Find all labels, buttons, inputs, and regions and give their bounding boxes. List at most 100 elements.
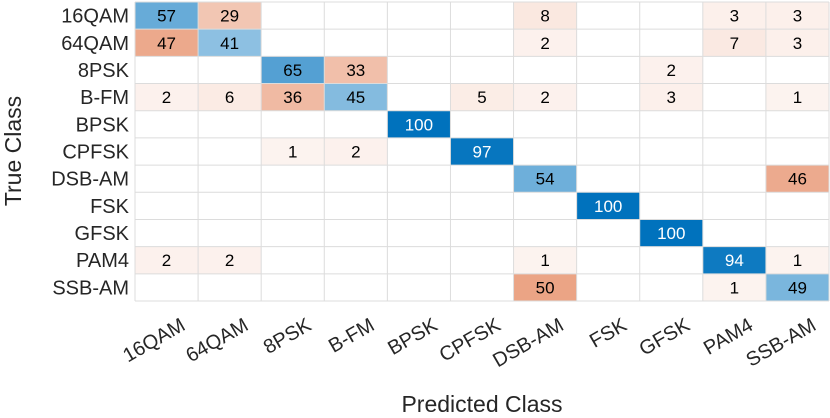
heatmap-cell <box>387 165 451 193</box>
heatmap-cell <box>639 165 703 193</box>
heatmap-cell <box>513 83 577 111</box>
heatmap-cell <box>198 2 262 30</box>
heatmap-cell <box>135 273 199 301</box>
heatmap-cell <box>576 192 640 220</box>
heatmap-cell <box>261 273 325 301</box>
heatmap-cell <box>198 246 262 274</box>
heatmap-cell <box>324 29 388 57</box>
heatmap-cell <box>513 219 577 247</box>
heatmap-cell <box>387 219 451 247</box>
heatmap-cell <box>198 56 262 84</box>
cell-value-label: 65 <box>283 61 302 80</box>
cell-value-label: 2 <box>351 143 360 162</box>
cell-value-label: 1 <box>793 88 802 107</box>
heatmap-cell <box>576 2 640 30</box>
heatmap-cell <box>324 137 388 166</box>
heatmap-cell <box>576 219 640 247</box>
heatmap-cell <box>450 137 514 166</box>
heatmap-cell <box>639 246 703 274</box>
row-tick-label: BPSK <box>76 114 130 136</box>
cell-value-label: 3 <box>730 7 739 26</box>
heatmap-cell <box>639 56 703 84</box>
heatmap-cell <box>135 246 199 274</box>
cell-value-label: 2 <box>162 251 171 270</box>
cell-value-label: 1 <box>288 143 297 162</box>
heatmap-cell <box>198 29 262 57</box>
heatmap-cell <box>450 83 514 111</box>
heatmap-cell <box>513 165 577 193</box>
cell-value-label: 1 <box>730 278 739 297</box>
cell-value-label: 50 <box>536 278 555 297</box>
heatmap-cell <box>702 110 766 138</box>
col-tick-label: 16QAM <box>119 314 189 367</box>
heatmap-cell <box>198 219 262 247</box>
heatmap-cell <box>639 273 703 301</box>
heatmap-cell <box>702 165 766 193</box>
cell-value-label: 49 <box>788 278 807 297</box>
heatmap-cell <box>135 137 199 166</box>
heatmap-cell <box>324 56 388 84</box>
heatmap-cell <box>387 83 451 111</box>
heatmap-cell <box>261 2 325 30</box>
cell-value-label: 2 <box>225 251 234 270</box>
heatmap-cell <box>135 219 199 247</box>
y-axis-label: True Class <box>0 96 26 206</box>
heatmap-cell <box>261 56 325 84</box>
heatmap-cell <box>135 192 199 220</box>
heatmap-cell <box>261 165 325 193</box>
heatmap-cell <box>639 110 703 138</box>
row-tick-label: 64QAM <box>61 33 129 55</box>
heatmap-cell <box>450 165 514 193</box>
cell-value-label: 57 <box>157 7 176 26</box>
heatmap-cell <box>702 246 766 274</box>
cell-value-label: 3 <box>667 88 676 107</box>
heatmap-cell <box>450 219 514 247</box>
row-tick-label: SSB-AM <box>52 277 129 299</box>
col-tick-label: BPSK <box>384 314 442 360</box>
heatmap-cell <box>450 192 514 220</box>
heatmap-cell <box>513 137 577 166</box>
row-tick-label: GFSK <box>75 223 130 245</box>
heatmap-cell <box>765 165 829 193</box>
cell-value-label: 41 <box>220 34 239 53</box>
heatmap-cell <box>513 192 577 220</box>
heatmap-cell <box>198 192 262 220</box>
col-tick-label: 8PSK <box>260 314 316 359</box>
heatmap-cell <box>765 246 829 274</box>
row-tick-label: FSK <box>90 196 130 218</box>
col-tick-label: SSB-AM <box>743 314 820 371</box>
heatmap-cell <box>765 137 829 166</box>
heatmap-cell <box>387 137 451 166</box>
row-tick-label: 16QAM <box>61 6 129 28</box>
cell-value-label: 54 <box>536 170 555 189</box>
cell-value-label: 36 <box>283 88 302 107</box>
cell-value-label: 6 <box>225 88 234 107</box>
heatmap-cell <box>765 110 829 138</box>
heatmap-cell <box>135 56 199 84</box>
heatmap-cell <box>576 29 640 57</box>
heatmap-cell <box>261 29 325 57</box>
cell-value-label: 33 <box>346 61 365 80</box>
heatmap-cell <box>198 110 262 138</box>
heatmap-cell <box>450 2 514 30</box>
heatmap-cell <box>576 165 640 193</box>
heatmap-cell <box>324 83 388 111</box>
heatmap-cell <box>513 273 577 301</box>
cell-value-label: 47 <box>157 34 176 53</box>
heatmap-cell <box>513 2 577 30</box>
heatmap-cell <box>135 29 199 57</box>
cell-value-label: 2 <box>540 34 549 53</box>
heatmap-cell <box>639 83 703 111</box>
heatmap-cell <box>324 192 388 220</box>
heatmap-cell <box>765 273 829 301</box>
x-axis-label: Predicted Class <box>401 391 562 417</box>
cell-value-label: 1 <box>540 251 549 270</box>
heatmap-cell <box>198 273 262 301</box>
heatmap-cell <box>576 83 640 111</box>
heatmap-cell <box>261 192 325 220</box>
col-tick-label: 64QAM <box>182 314 252 367</box>
heatmap-cell <box>387 110 451 138</box>
heatmap-cell <box>135 165 199 193</box>
heatmap-cell <box>261 246 325 274</box>
heatmap-cell <box>576 137 640 166</box>
